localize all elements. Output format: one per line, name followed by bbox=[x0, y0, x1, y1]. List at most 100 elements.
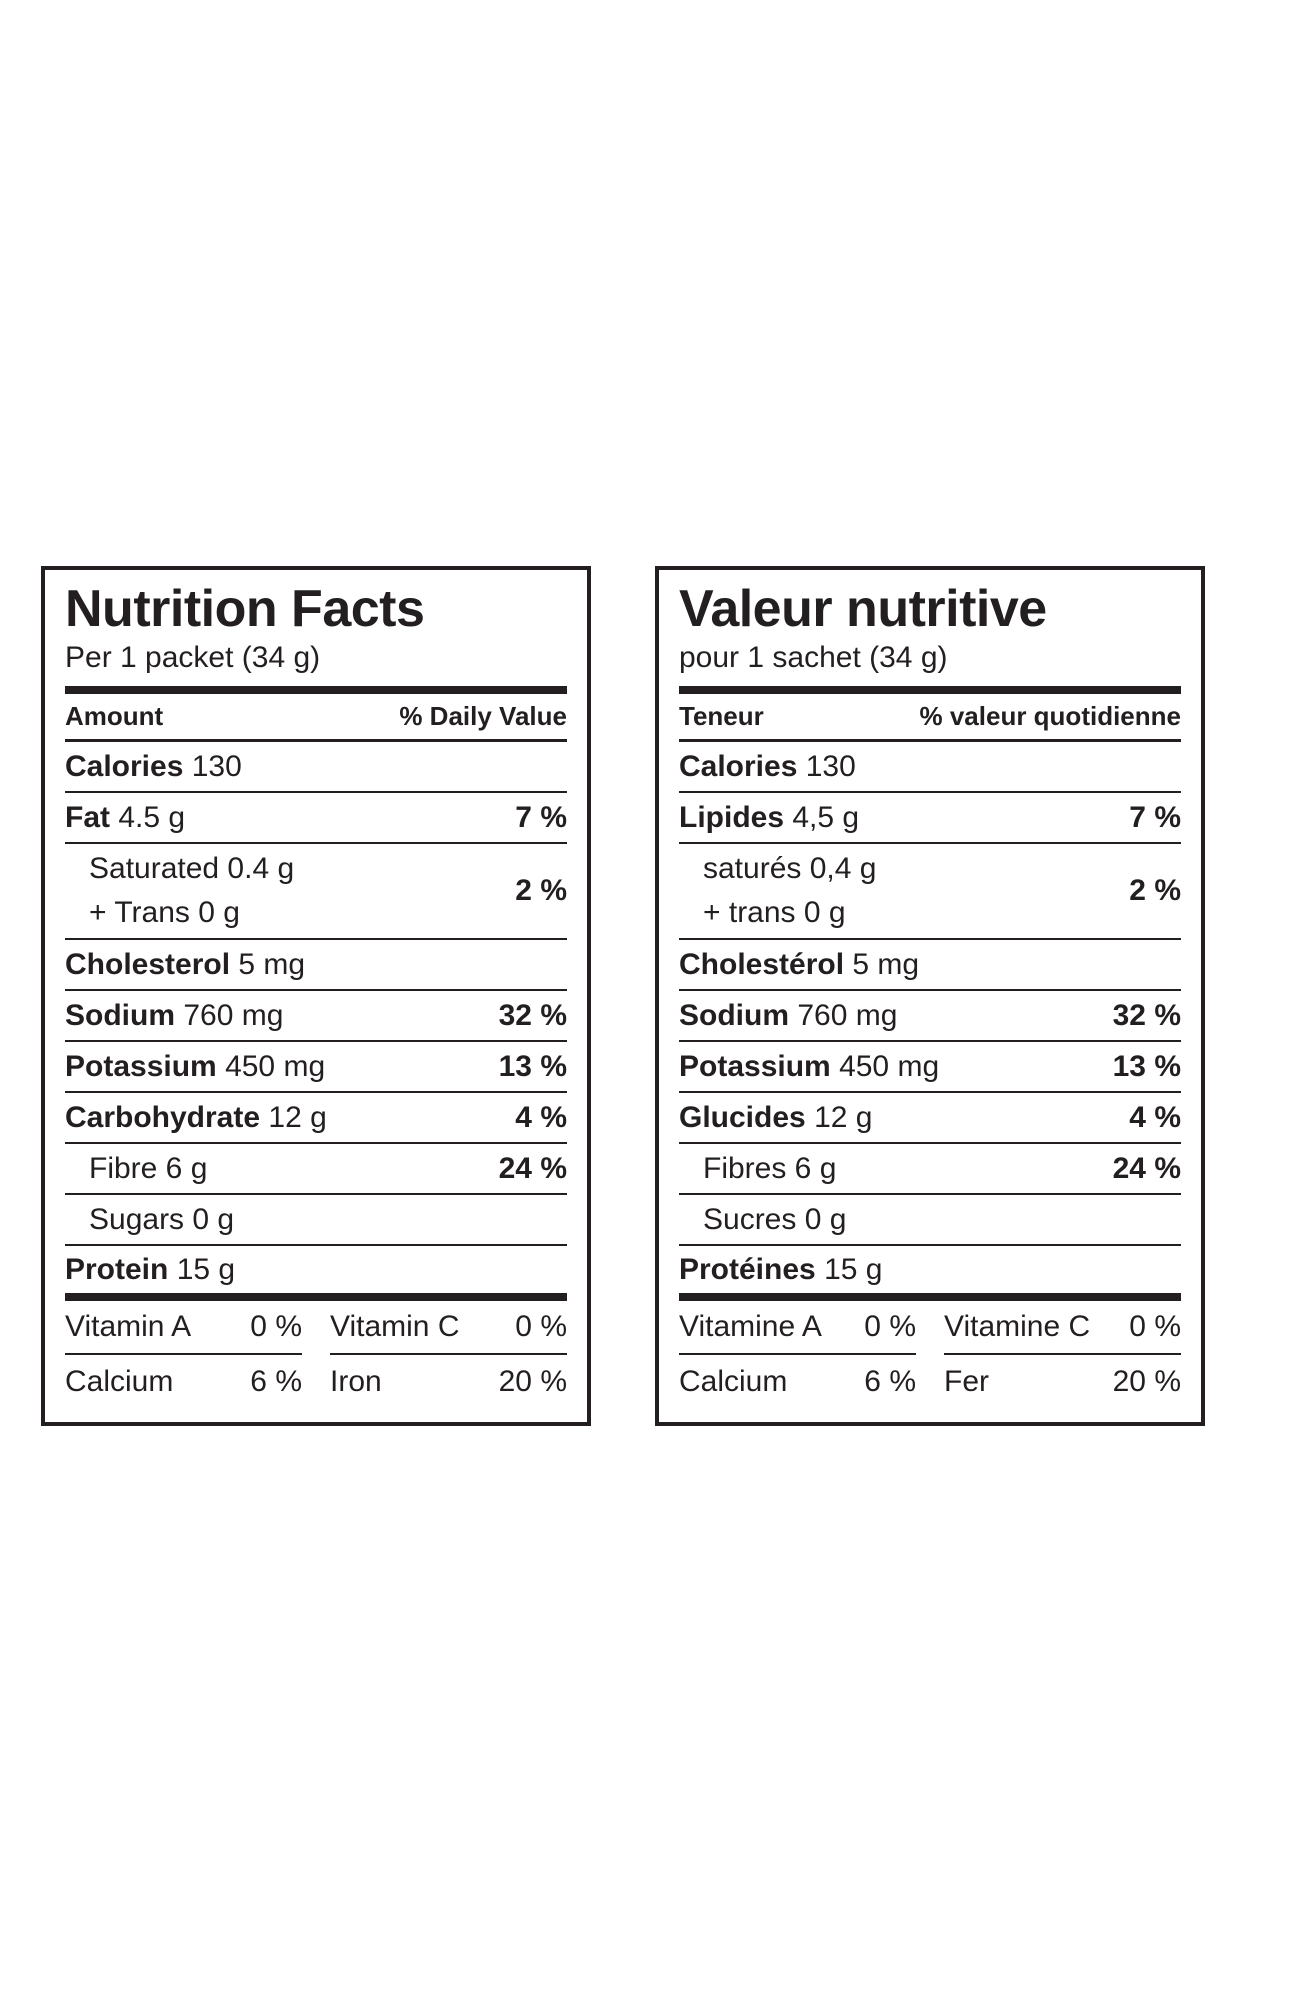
protein-label: Protéines bbox=[679, 1252, 816, 1286]
carbohydrate-dv: 4 % bbox=[515, 1100, 567, 1134]
sugars-row: Sugars 0 g bbox=[65, 1195, 567, 1246]
protein-value: 15 g bbox=[176, 1252, 236, 1286]
protein-value: 15 g bbox=[824, 1252, 883, 1286]
fat-dv: 7 % bbox=[1129, 800, 1181, 834]
sodium-dv: 32 % bbox=[498, 998, 567, 1032]
iron-row: Iron 20 % bbox=[330, 1355, 567, 1409]
carbohydrate-row: Glucides 12 g 4 % bbox=[679, 1093, 1181, 1144]
carbohydrate-label: Glucides bbox=[679, 1100, 806, 1134]
calcium-dv: 6 % bbox=[864, 1365, 916, 1398]
table-header: Amount % Daily Value bbox=[65, 694, 567, 742]
sodium-row: Sodium 760 mg 32 % bbox=[65, 991, 567, 1042]
cholesterol-row: Cholestérol 5 mg bbox=[679, 940, 1181, 991]
panel-title: Nutrition Facts bbox=[65, 580, 425, 638]
saturated-dv: 2 % bbox=[1129, 874, 1181, 907]
fat-label: Fat bbox=[65, 800, 110, 834]
calcium-row: Calcium 6 % bbox=[679, 1355, 916, 1409]
calories-label: Calories bbox=[65, 749, 184, 783]
fat-value: 4.5 g bbox=[118, 800, 186, 834]
potassium-value: 450 mg bbox=[839, 1049, 940, 1083]
sodium-row: Sodium 760 mg 32 % bbox=[679, 991, 1181, 1042]
nutrition-facts-panel-fr: Valeur nutritive pour 1 sachet (34 g) Te… bbox=[655, 566, 1205, 1426]
cholesterol-label: Cholestérol bbox=[679, 947, 845, 981]
vitamin-a-row: Vitamin A 0 % bbox=[65, 1301, 302, 1355]
protein-row: Protéines 15 g bbox=[679, 1246, 1181, 1301]
sugars-label: Sucres 0 g bbox=[703, 1202, 847, 1236]
iron-dv: 20 % bbox=[1112, 1365, 1181, 1398]
calcium-dv: 6 % bbox=[250, 1365, 302, 1398]
sodium-value: 760 mg bbox=[183, 998, 284, 1032]
nutrition-facts-panel-en: Nutrition Facts Per 1 packet (34 g) Amou… bbox=[41, 566, 591, 1426]
carbohydrate-label: Carbohydrate bbox=[65, 1100, 261, 1134]
serving-size: pour 1 sachet (34 g) bbox=[679, 638, 1181, 694]
trans-label: + Trans 0 g bbox=[89, 896, 240, 929]
vitamins-section: Vitamin A 0 % Calcium 6 % Vitamin C 0 % … bbox=[65, 1301, 567, 1409]
protein-label: Protein bbox=[65, 1252, 169, 1286]
fat-row: Lipides 4,5 g 7 % bbox=[679, 793, 1181, 844]
vitamin-a-dv: 0 % bbox=[864, 1310, 916, 1343]
fat-row: Fat 4.5 g 7 % bbox=[65, 793, 567, 844]
vitamin-a-row: Vitamine A 0 % bbox=[679, 1301, 916, 1355]
protein-row: Protein 15 g bbox=[65, 1246, 567, 1301]
daily-value-header: % Daily Value bbox=[399, 701, 567, 731]
sodium-label: Sodium bbox=[679, 998, 789, 1032]
potassium-row: Potassium 450 mg 13 % bbox=[65, 1042, 567, 1093]
fibre-label: Fibre 6 g bbox=[89, 1151, 208, 1185]
cholesterol-label: Cholesterol bbox=[65, 947, 231, 981]
calories-label: Calories bbox=[679, 749, 798, 783]
sodium-dv: 32 % bbox=[1112, 998, 1181, 1032]
calories-value: 130 bbox=[805, 749, 856, 783]
vitamin-c-row: Vitamine C 0 % bbox=[944, 1301, 1181, 1355]
panel-title: Valeur nutritive bbox=[679, 580, 1047, 638]
vitamin-c-label: Vitamin C bbox=[330, 1310, 460, 1343]
sugars-label: Sugars 0 g bbox=[89, 1202, 235, 1236]
vitamin-a-dv: 0 % bbox=[250, 1310, 302, 1343]
vitamin-a-label: Vitamin A bbox=[65, 1310, 192, 1343]
calcium-label: Calcium bbox=[679, 1365, 788, 1398]
saturated-trans-row: Saturated 0.4 g + Trans 0 g 2 % bbox=[65, 844, 567, 940]
fibre-dv: 24 % bbox=[498, 1151, 567, 1185]
trans-label: + trans 0 g bbox=[703, 896, 846, 929]
serving-size: Per 1 packet (34 g) bbox=[65, 638, 567, 694]
saturated-trans-row: saturés 0,4 g + trans 0 g 2 % bbox=[679, 844, 1181, 940]
potassium-dv: 13 % bbox=[1112, 1049, 1181, 1083]
amount-header: Amount bbox=[65, 701, 164, 731]
amount-header: Teneur bbox=[679, 701, 764, 731]
fat-value: 4,5 g bbox=[792, 800, 860, 834]
potassium-dv: 13 % bbox=[498, 1049, 567, 1083]
fibre-row: Fibres 6 g 24 % bbox=[679, 1144, 1181, 1195]
fat-dv: 7 % bbox=[515, 800, 567, 834]
calories-value: 130 bbox=[191, 749, 242, 783]
calories-row: Calories 130 bbox=[679, 742, 1181, 793]
carbohydrate-dv: 4 % bbox=[1129, 1100, 1181, 1134]
potassium-value: 450 mg bbox=[225, 1049, 326, 1083]
sodium-value: 760 mg bbox=[797, 998, 898, 1032]
cholesterol-value: 5 mg bbox=[238, 947, 306, 981]
fat-label: Lipides bbox=[679, 800, 785, 834]
vitamin-c-row: Vitamin C 0 % bbox=[330, 1301, 567, 1355]
saturated-label: saturés 0,4 g bbox=[703, 852, 877, 885]
fibre-label: Fibres 6 g bbox=[703, 1151, 837, 1185]
vitamin-c-dv: 0 % bbox=[1129, 1310, 1181, 1343]
potassium-label: Potassium bbox=[65, 1049, 217, 1083]
fibre-dv: 24 % bbox=[1112, 1151, 1181, 1185]
potassium-row: Potassium 450 mg 13 % bbox=[679, 1042, 1181, 1093]
iron-label: Fer bbox=[944, 1365, 989, 1398]
potassium-label: Potassium bbox=[679, 1049, 831, 1083]
carbohydrate-row: Carbohydrate 12 g 4 % bbox=[65, 1093, 567, 1144]
calcium-label: Calcium bbox=[65, 1365, 174, 1398]
cholesterol-value: 5 mg bbox=[852, 947, 920, 981]
sodium-label: Sodium bbox=[65, 998, 175, 1032]
saturated-label: Saturated 0.4 g bbox=[89, 852, 295, 885]
vitamin-c-dv: 0 % bbox=[515, 1310, 567, 1343]
table-header: Teneur % valeur quotidienne bbox=[679, 694, 1181, 742]
iron-label: Iron bbox=[330, 1365, 382, 1398]
vitamins-section: Vitamine A 0 % Calcium 6 % Vitamine C 0 … bbox=[679, 1301, 1181, 1409]
saturated-dv: 2 % bbox=[515, 874, 567, 907]
daily-value-header: % valeur quotidienne bbox=[919, 701, 1182, 731]
calories-row: Calories 130 bbox=[65, 742, 567, 793]
carbohydrate-value: 12 g bbox=[814, 1100, 873, 1134]
calcium-row: Calcium 6 % bbox=[65, 1355, 302, 1409]
vitamin-a-label: Vitamine A bbox=[679, 1310, 822, 1343]
sugars-row: Sucres 0 g bbox=[679, 1195, 1181, 1246]
